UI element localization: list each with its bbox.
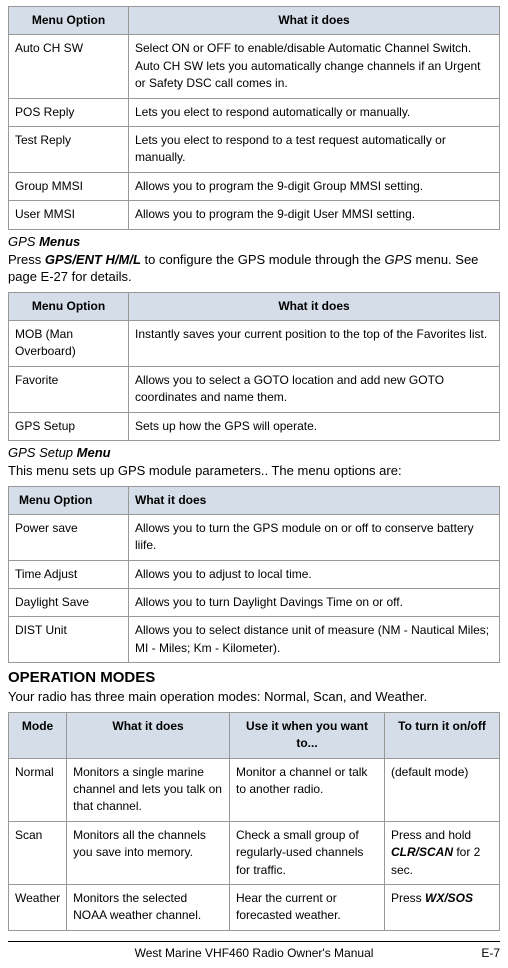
table-row: User MMSI Allows you to program the 9-di… — [9, 201, 500, 229]
t1-h0: Menu Option — [9, 7, 129, 35]
cell: Hear the current or forecasted weather. — [230, 884, 385, 930]
table-row: Weather Monitors the selected NOAA weath… — [9, 884, 500, 930]
cell: Check a small group of regularly-used ch… — [230, 821, 385, 884]
cell: Lets you elect to respond automatically … — [129, 98, 500, 126]
cell: DIST Unit — [9, 617, 129, 663]
text: GPS/ENT H/M/L — [45, 252, 141, 267]
cell: Allows you to select distance unit of me… — [129, 617, 500, 663]
cell: POS Reply — [9, 98, 129, 126]
cell: Allows you to turn Daylight Davings Time… — [129, 589, 500, 617]
operation-modes-title: OPERATION MODES — [8, 669, 500, 686]
cell: Weather — [9, 884, 67, 930]
cell: Daylight Save — [9, 589, 129, 617]
cell: Test Reply — [9, 126, 129, 172]
cell: Allows you to adjust to local time. — [129, 560, 500, 588]
menu-table-3: Menu Option What it does Power save Allo… — [8, 486, 500, 664]
text: Press and hold — [391, 828, 471, 842]
modes-table: Mode What it does Use it when you want t… — [8, 712, 500, 931]
title-prefix: GPS — [8, 234, 39, 249]
t1-h1: What it does — [129, 7, 500, 35]
menu-table-1: Menu Option What it does Auto CH SW Sele… — [8, 6, 500, 230]
text: WX/SOS — [425, 891, 473, 905]
t3-h0: Menu Option — [9, 486, 129, 514]
table-row: Test Reply Lets you elect to respond to … — [9, 126, 500, 172]
t4-h3: To turn it on/off — [385, 712, 500, 758]
footer-center: West Marine VHF460 Radio Owner's Manual — [135, 946, 374, 960]
page-number: E-7 — [481, 946, 500, 960]
cell: Allows you to turn the GPS module on or … — [129, 514, 500, 560]
table-row: Auto CH SW Select ON or OFF to enable/di… — [9, 35, 500, 98]
table-row: Normal Monitors a single marine channel … — [9, 758, 500, 821]
table-row: Time Adjust Allows you to adjust to loca… — [9, 560, 500, 588]
table-row: Favorite Allows you to select a GOTO loc… — [9, 366, 500, 412]
gps-menus-title: GPS Menus — [8, 234, 500, 249]
table-row: GPS Setup Sets up how the GPS will opera… — [9, 412, 500, 440]
title-bold: Menus — [39, 234, 80, 249]
title-prefix: GPS Setup — [8, 445, 77, 460]
table-row: Daylight Save Allows you to turn Dayligh… — [9, 589, 500, 617]
t2-h1: What it does — [129, 292, 500, 320]
cell: (default mode) — [385, 758, 500, 821]
table-row: Power save Allows you to turn the GPS mo… — [9, 514, 500, 560]
cell: Normal — [9, 758, 67, 821]
cell: Allows you to program the 9-digit Group … — [129, 172, 500, 200]
cell: Lets you elect to respond to a test requ… — [129, 126, 500, 172]
cell: Press WX/SOS — [385, 884, 500, 930]
table-row: Group MMSI Allows you to program the 9-d… — [9, 172, 500, 200]
gps-setup-text: This menu sets up GPS module parameters.… — [8, 462, 500, 480]
cell: GPS Setup — [9, 412, 129, 440]
table-row: POS Reply Lets you elect to respond auto… — [9, 98, 500, 126]
cell: Allows you to program the 9-digit User M… — [129, 201, 500, 229]
t4-h2: Use it when you want to... — [230, 712, 385, 758]
cell: Auto CH SW — [9, 35, 129, 98]
cell: Favorite — [9, 366, 129, 412]
table-row: Scan Monitors all the channels you save … — [9, 821, 500, 884]
t4-h0: Mode — [9, 712, 67, 758]
table-row: DIST Unit Allows you to select distance … — [9, 617, 500, 663]
menu-table-2: Menu Option What it does MOB (Man Overbo… — [8, 292, 500, 441]
cell: Monitors all the channels you save into … — [67, 821, 230, 884]
cell: Power save — [9, 514, 129, 560]
text: CLR/SCAN — [391, 845, 453, 859]
cell: Select ON or OFF to enable/disable Autom… — [129, 35, 500, 98]
cell: Monitor a channel or talk to another rad… — [230, 758, 385, 821]
table-row: MOB (Man Overboard) Instantly saves your… — [9, 321, 500, 367]
cell: Sets up how the GPS will operate. — [129, 412, 500, 440]
cell: Monitors a single marine channel and let… — [67, 758, 230, 821]
cell: Instantly saves your current position to… — [129, 321, 500, 367]
t2-h0: Menu Option — [9, 292, 129, 320]
cell: Scan — [9, 821, 67, 884]
text: Press — [8, 252, 45, 267]
cell: Monitors the selected NOAA weather chann… — [67, 884, 230, 930]
gps-menus-text: Press GPS/ENT H/M/L to configure the GPS… — [8, 251, 500, 286]
t3-h1: What it does — [129, 486, 500, 514]
cell: Group MMSI — [9, 172, 129, 200]
page-footer: West Marine VHF460 Radio Owner's Manual … — [8, 941, 500, 960]
cell: MOB (Man Overboard) — [9, 321, 129, 367]
cell: Press and hold CLR/SCAN for 2 sec. — [385, 821, 500, 884]
operation-modes-text: Your radio has three main operation mode… — [8, 688, 500, 706]
cell: Allows you to select a GOTO location and… — [129, 366, 500, 412]
cell: User MMSI — [9, 201, 129, 229]
cell: Time Adjust — [9, 560, 129, 588]
t4-h1: What it does — [67, 712, 230, 758]
title-bold: Menu — [77, 445, 111, 460]
text: to configure the GPS module through the — [141, 252, 385, 267]
text: Press — [391, 891, 425, 905]
text: GPS — [384, 252, 411, 267]
gps-setup-title: GPS Setup Menu — [8, 445, 500, 460]
